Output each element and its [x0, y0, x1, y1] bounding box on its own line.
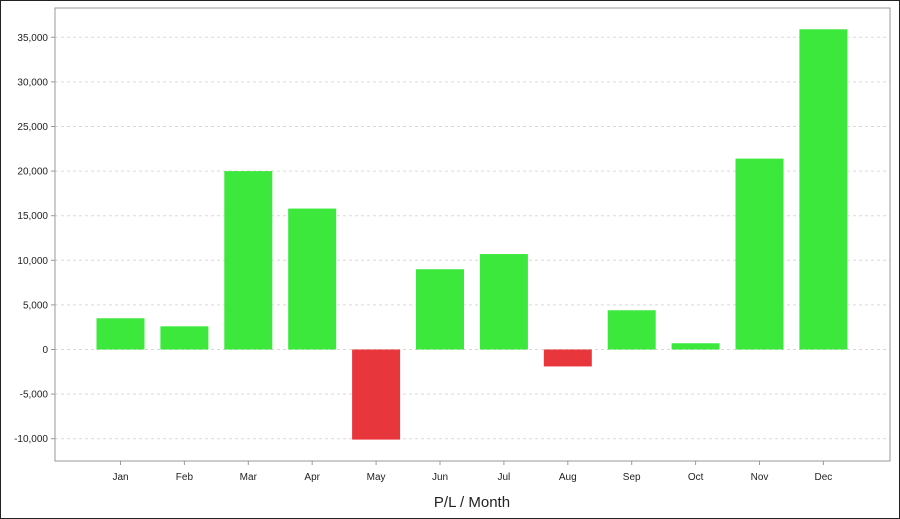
bar-jan	[96, 318, 145, 350]
x-tick-label-sep: Sep	[623, 472, 641, 483]
bar-jul	[479, 254, 528, 350]
x-tick-label-aug: Aug	[559, 472, 577, 483]
x-tick-label-dec: Dec	[815, 472, 833, 483]
y-tick-label: 0	[42, 345, 48, 356]
bar-feb	[160, 326, 209, 350]
bar-jun	[416, 269, 464, 350]
x-tick-label-jun: Jun	[432, 472, 448, 483]
x-axis-ticks: Jan Feb Mar Apr May Jun Jul Aug Sep Oct Nov Dec	[112, 461, 832, 483]
y-tick-label: 25,000	[17, 122, 48, 133]
y-tick-label: 30,000	[17, 77, 48, 88]
bar-mar	[224, 171, 273, 350]
y-tick-label: -5,000	[20, 390, 49, 401]
y-tick-label: 35,000	[17, 33, 48, 44]
x-tick-label-jul: Jul	[498, 472, 511, 483]
bar-oct	[671, 343, 720, 350]
x-tick-label-jan: Jan	[112, 472, 128, 483]
bars	[96, 29, 848, 440]
y-tick-label: -10,000	[14, 434, 48, 445]
y-tick-label: 5,000	[23, 300, 48, 311]
y-axis-ticks: -10,000 -5,000 0 5,000 10,000 15,000 20,000 25,…	[14, 33, 55, 445]
y-tick-label: 15,000	[17, 211, 48, 222]
x-tick-label-feb: Feb	[176, 472, 194, 483]
y-tick-label: 10,000	[17, 256, 48, 267]
bar-aug	[543, 349, 592, 367]
plot-area	[54, 7, 891, 462]
x-tick-label-oct: Oct	[688, 472, 704, 483]
x-tick-label-nov: Nov	[751, 472, 769, 483]
bar-nov	[735, 158, 784, 350]
x-axis-title: P/L / Month	[434, 494, 510, 511]
plot-border	[54, 7, 891, 462]
x-tick-label-mar: Mar	[240, 472, 258, 483]
bar-may	[352, 349, 401, 440]
x-tick-label-apr: Apr	[304, 472, 320, 483]
bar-sep	[607, 310, 656, 350]
y-tick-label: 20,000	[17, 167, 48, 178]
x-tick-label-may: May	[367, 472, 386, 483]
bar-dec	[799, 29, 848, 350]
bar-apr	[288, 208, 337, 350]
